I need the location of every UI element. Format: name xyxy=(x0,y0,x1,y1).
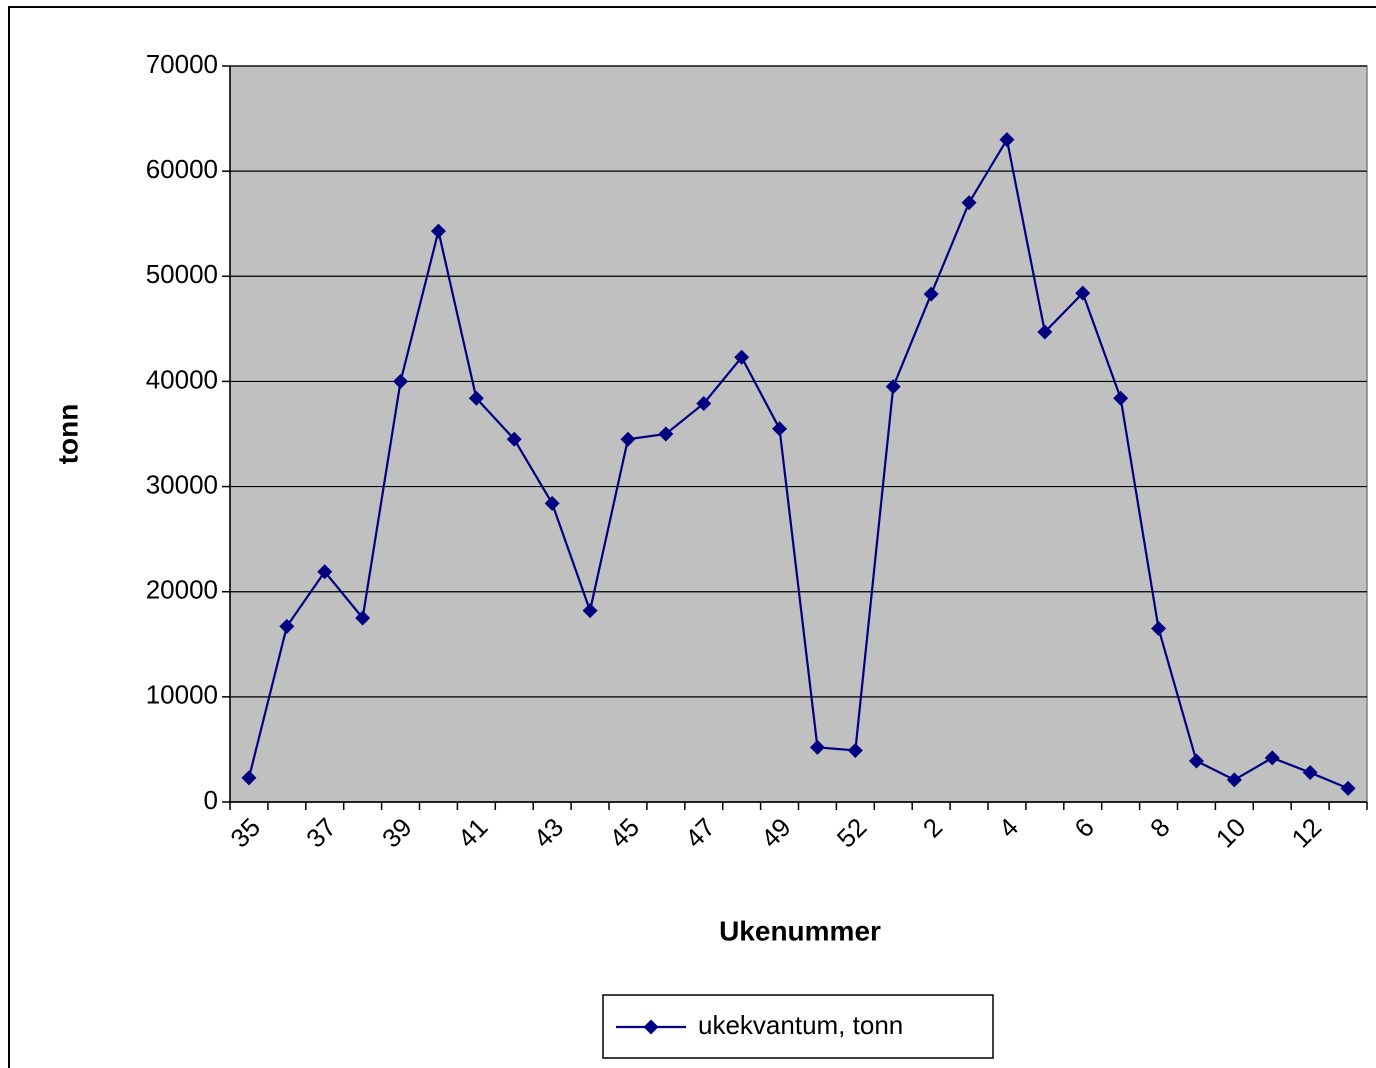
marker xyxy=(430,223,446,239)
marker xyxy=(620,431,636,447)
marker xyxy=(393,373,409,389)
marker xyxy=(847,742,863,758)
y-tick-label: 10000 xyxy=(146,680,218,710)
marker xyxy=(468,390,484,406)
legend-label: ukekvantum, tonn xyxy=(698,1010,903,1040)
marker xyxy=(923,286,939,302)
legend-marker xyxy=(643,1019,659,1035)
marker xyxy=(506,431,522,447)
y-tick-label: 50000 xyxy=(146,259,218,289)
marker xyxy=(582,603,598,619)
marker xyxy=(658,426,674,442)
y-tick-label: 40000 xyxy=(146,364,218,394)
marker xyxy=(1340,780,1356,796)
x-axis-title: Ukenummer xyxy=(719,915,881,946)
marker xyxy=(1037,324,1053,340)
y-tick-label: 60000 xyxy=(146,154,218,184)
marker xyxy=(1264,750,1280,766)
marker xyxy=(772,421,788,437)
plot-area xyxy=(229,65,1368,803)
y-tick-label: 30000 xyxy=(146,469,218,499)
y-axis-title: tonn xyxy=(52,404,83,465)
y-tick-label: 0 xyxy=(204,785,218,815)
marker xyxy=(279,618,295,634)
series-line xyxy=(247,136,1349,790)
marker xyxy=(1151,621,1167,637)
marker xyxy=(317,564,333,580)
marker xyxy=(999,132,1015,148)
marker xyxy=(1113,390,1129,406)
marker xyxy=(355,610,371,626)
marker xyxy=(1302,765,1318,781)
marker xyxy=(544,495,560,511)
marker xyxy=(696,396,712,412)
y-tick-label: 70000 xyxy=(146,49,218,79)
marker xyxy=(1226,772,1242,788)
marker xyxy=(809,739,825,755)
marker xyxy=(1188,753,1204,769)
marker xyxy=(885,379,901,395)
marker xyxy=(241,770,257,786)
marker xyxy=(1075,285,1091,301)
marker xyxy=(961,195,977,211)
y-tick-label: 20000 xyxy=(146,575,218,605)
marker xyxy=(734,349,750,365)
